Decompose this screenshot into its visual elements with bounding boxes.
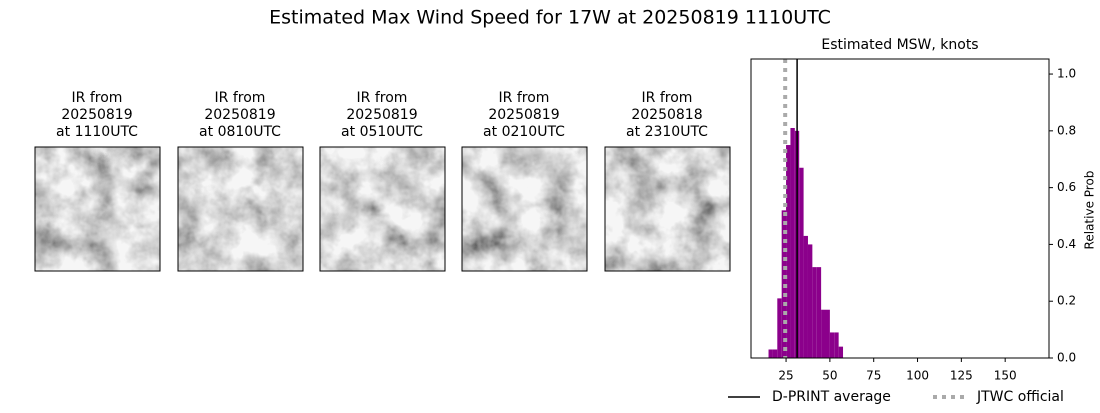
y-tick-label: 0.0 xyxy=(1057,351,1076,365)
panel-title: at 0210UTC xyxy=(483,124,565,140)
panel-title: IR from xyxy=(642,90,693,106)
ir-image xyxy=(320,147,445,271)
chart-title: Estimated Max Wind Speed for 17W at 2025… xyxy=(269,7,831,29)
histogram-bar xyxy=(812,267,817,358)
histogram-bar xyxy=(829,332,835,358)
ir-image xyxy=(178,147,303,271)
panel-title: 20250819 xyxy=(204,107,275,123)
x-tick-label: 150 xyxy=(994,369,1017,383)
panel-title: at 1110UTC xyxy=(56,124,138,140)
histogram-bar xyxy=(772,349,778,358)
x-tick-label: 75 xyxy=(866,369,881,383)
y-axis-label: Relative Prob xyxy=(1083,171,1097,250)
y-tick-label: 0.2 xyxy=(1057,294,1076,308)
panel-title: at 0810UTC xyxy=(199,124,281,140)
histogram-bar xyxy=(790,128,795,358)
panel-title: at 2310UTC xyxy=(626,124,708,140)
y-tick-label: 0.8 xyxy=(1057,123,1076,137)
histogram-bar xyxy=(816,267,822,358)
subplot-title: Estimated MSW, knots xyxy=(821,37,978,53)
panel-title: 20250819 xyxy=(346,107,417,123)
y-tick-label: 0.4 xyxy=(1057,237,1076,251)
histogram-bar xyxy=(807,244,813,358)
x-tick-label: 50 xyxy=(822,369,837,383)
ir-image-frame xyxy=(604,146,731,272)
x-tick-label: 100 xyxy=(906,369,929,383)
ir-image-frame xyxy=(319,146,446,272)
panel-title: 20250819 xyxy=(61,107,132,123)
histogram-bar xyxy=(768,349,773,358)
ir-image xyxy=(605,147,730,271)
plot-frame xyxy=(750,58,1050,359)
panel-title: IR from xyxy=(357,90,408,106)
legend-label: D-PRINT average xyxy=(772,389,891,405)
ir-image xyxy=(462,147,587,271)
panel-title: IR from xyxy=(499,90,550,106)
y-tick-label: 1.0 xyxy=(1057,67,1076,81)
histogram-bar xyxy=(825,309,830,358)
histogram-bar xyxy=(834,332,839,358)
histogram-bar xyxy=(821,309,826,358)
histogram-bar xyxy=(786,145,791,358)
panel-title: at 0510UTC xyxy=(341,124,423,140)
legend-label: JTWC official xyxy=(976,389,1064,405)
histogram-bar xyxy=(803,235,808,358)
ir-image xyxy=(35,147,160,271)
ir-image-frame xyxy=(177,146,304,272)
histogram-bar xyxy=(838,346,844,358)
panel-title: 20250818 xyxy=(631,107,702,123)
y-tick-label: 0.6 xyxy=(1057,180,1076,194)
panel-title: IR from xyxy=(72,90,123,106)
x-tick-label: 125 xyxy=(950,369,973,383)
ir-image-frame xyxy=(34,146,161,272)
ir-image-frame xyxy=(461,146,588,272)
x-tick-label: 25 xyxy=(778,369,793,383)
panel-title: IR from xyxy=(215,90,266,106)
histogram-bar xyxy=(777,298,782,358)
histogram-bar xyxy=(799,167,804,358)
panel-title: 20250819 xyxy=(488,107,559,123)
